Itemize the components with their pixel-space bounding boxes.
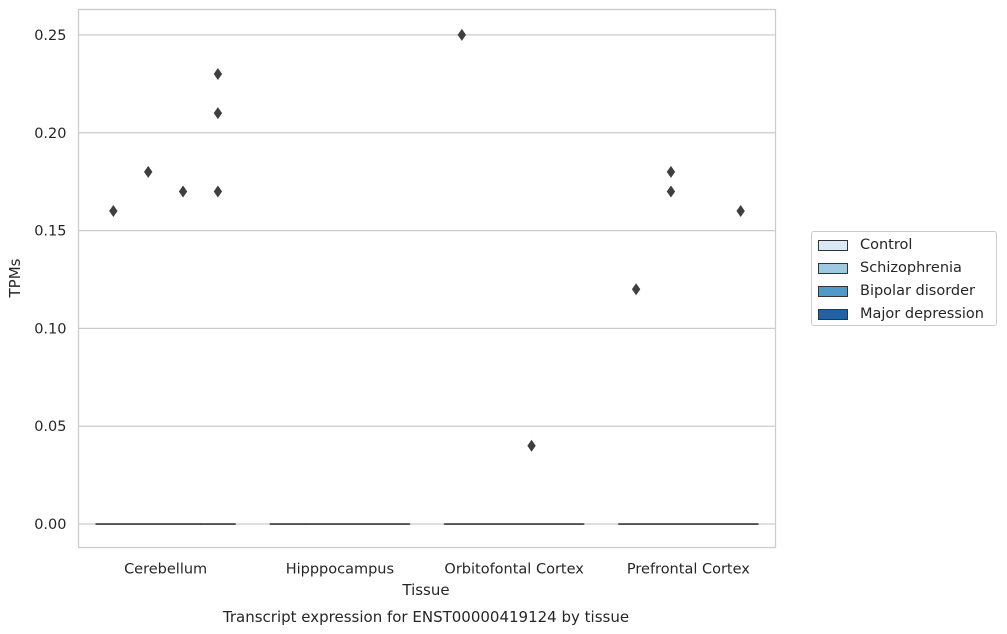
legend-label-schizophrenia: Schizophrenia bbox=[860, 260, 962, 276]
x-tick-labels: Cerebellum Hipppocampus Orbitofontal Corte… bbox=[124, 562, 750, 578]
outlier-point bbox=[144, 165, 153, 178]
outlier-point bbox=[527, 439, 536, 452]
legend-swatch-control bbox=[818, 239, 848, 251]
outlier-point bbox=[457, 28, 467, 41]
y-tick-label: 0.15 bbox=[34, 224, 66, 240]
x-tick-label: Cerebellum bbox=[124, 562, 207, 578]
chart-caption: Transcript expression for ENST0000041912… bbox=[222, 608, 629, 626]
outlier-point bbox=[213, 107, 223, 120]
outlier-point bbox=[666, 165, 676, 178]
x-tick-label: Hipppocampus bbox=[286, 562, 394, 578]
y-tick-labels: 0.00 0.05 0.10 0.15 0.20 0.25 bbox=[34, 28, 66, 533]
legend-item-major-depression: Major depression bbox=[818, 304, 984, 324]
y-gridlines bbox=[78, 34, 776, 525]
y-axis-label: TPMs bbox=[6, 258, 24, 298]
outlier-points bbox=[109, 28, 745, 452]
y-tick-label: 0.00 bbox=[34, 517, 66, 533]
outlier-point bbox=[631, 283, 641, 296]
x-tick-label: Orbitofontal Cortex bbox=[444, 562, 584, 578]
legend-label-control: Control bbox=[860, 237, 913, 253]
outlier-point bbox=[666, 185, 676, 198]
y-tick-label: 0.10 bbox=[34, 321, 66, 337]
outlier-point bbox=[213, 185, 223, 198]
legend-swatch-major-depression bbox=[818, 308, 848, 320]
outlier-point bbox=[213, 68, 223, 81]
outlier-point bbox=[109, 205, 118, 218]
plot-frame bbox=[77, 8, 777, 549]
y-tick-label: 0.25 bbox=[34, 28, 66, 44]
legend-item-bipolar-disorder: Bipolar disorder bbox=[818, 281, 975, 301]
x-tick-label: Prefrontal Cortex bbox=[627, 562, 750, 578]
legend: Control Schizophrenia Bipolar disorder M… bbox=[811, 231, 997, 326]
legend-item-schizophrenia: Schizophrenia bbox=[818, 258, 962, 278]
legend-swatch-schizophrenia bbox=[818, 262, 848, 274]
y-tick-label: 0.05 bbox=[34, 419, 66, 435]
y-tick-label: 0.20 bbox=[34, 126, 66, 142]
outlier-point bbox=[736, 205, 745, 218]
x-axis-label: Tissue bbox=[401, 581, 449, 599]
legend-item-control: Control bbox=[818, 235, 912, 255]
outlier-point bbox=[178, 185, 188, 198]
legend-label-bipolar-disorder: Bipolar disorder bbox=[860, 283, 975, 299]
legend-label-major-depression: Major depression bbox=[860, 306, 984, 322]
legend-swatch-bipolar-disorder bbox=[818, 285, 848, 297]
